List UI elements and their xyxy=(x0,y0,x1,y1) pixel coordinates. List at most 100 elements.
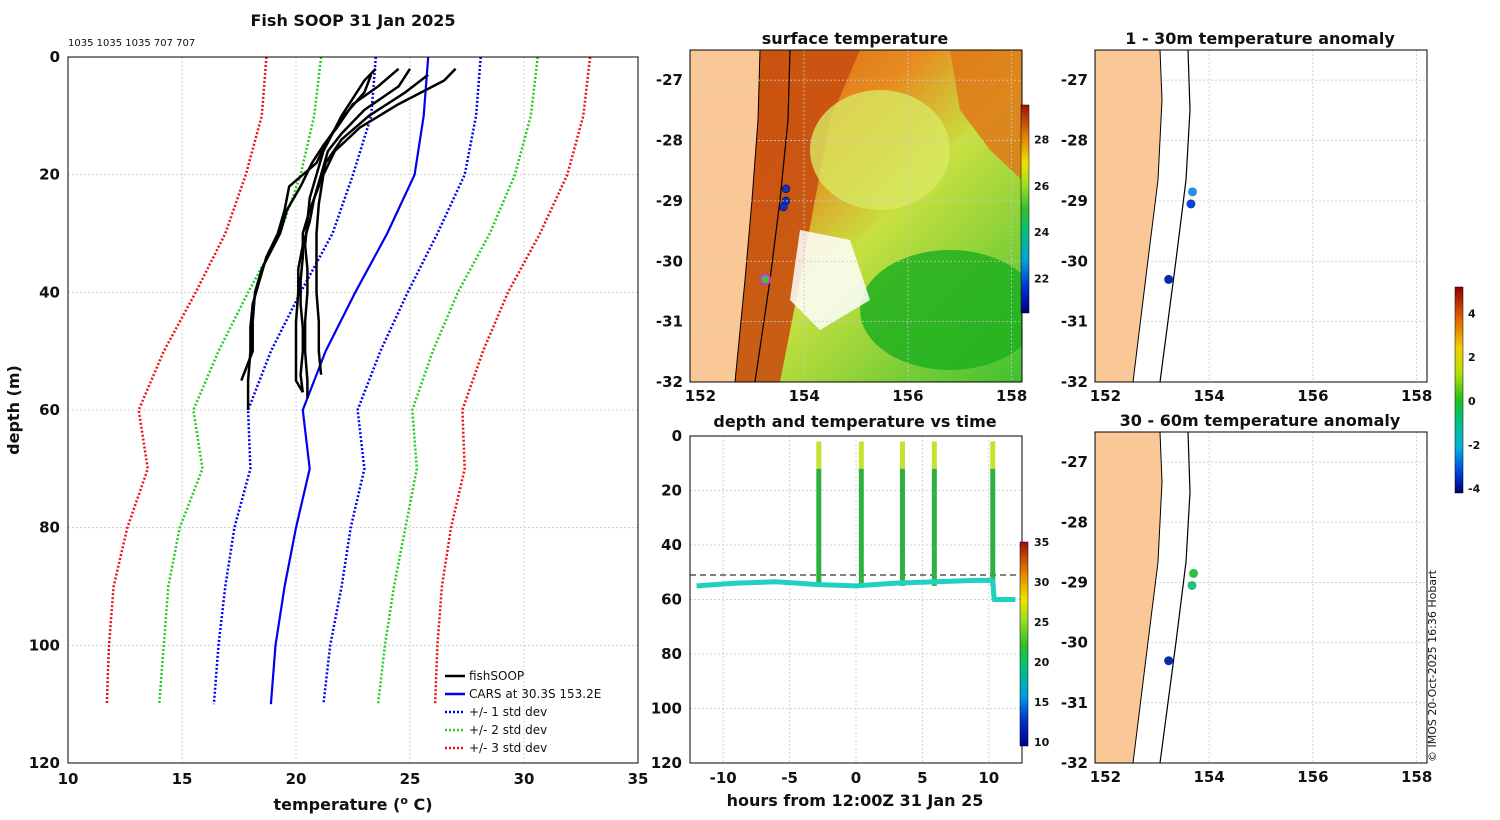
profile-sd2-hi-line xyxy=(376,57,539,705)
anom2-points xyxy=(1164,568,1199,666)
sst-cold-patch xyxy=(860,250,1022,370)
sst-title: surface temperature xyxy=(762,29,949,48)
sst-cb-tick: 28 xyxy=(1034,134,1049,147)
anom2-isobath xyxy=(1159,432,1191,763)
sst-x-tick: 158 xyxy=(996,387,1027,405)
sst-isobath xyxy=(754,50,791,382)
anom1-frame xyxy=(1094,49,1428,383)
anom1-y-ticks: -27 -28 -29 -30 -31 -32 xyxy=(1061,71,1088,391)
profile-x-tick: 25 xyxy=(400,770,421,788)
profile-sd2-lo-line xyxy=(157,57,323,705)
sst-colorbar-ticks: 22 24 26 28 xyxy=(1034,134,1050,286)
anom1-y-tick: -32 xyxy=(1061,373,1088,391)
anomaly-cb-tick: 4 xyxy=(1468,307,1476,320)
anom1-y-tick: -29 xyxy=(1061,192,1088,210)
sst-y-tick: -27 xyxy=(656,71,683,89)
depth-time-title: depth and temperature vs time xyxy=(713,412,996,431)
profile-cars-line xyxy=(269,57,430,705)
profile-y-tick: 80 xyxy=(39,519,60,537)
sst-grid xyxy=(690,50,1022,383)
depth-time-y-tick: 60 xyxy=(661,591,682,609)
depth-time-cb-tick: 15 xyxy=(1034,696,1049,709)
anom1-y-tick: -28 xyxy=(1061,132,1088,150)
depth-time-colorbar xyxy=(1019,541,1029,747)
anom2-title: 30 - 60m temperature anomaly xyxy=(1120,411,1401,430)
anom2-x-ticks: 152 154 156 158 xyxy=(1090,768,1433,786)
profile-fish-line xyxy=(294,68,412,393)
sst-x-tick: 154 xyxy=(788,387,819,405)
anom1-x-tick: 154 xyxy=(1193,387,1224,405)
anom1-point xyxy=(1164,274,1174,284)
anom2-y-tick: -30 xyxy=(1061,634,1088,652)
depth-time-colorbar-ticks: 10 15 20 25 30 35 xyxy=(1034,536,1050,749)
profile-legend: fishSOOP CARS at 30.3S 153.2E +/- 1 std … xyxy=(445,669,601,755)
anom2-y-ticks: -27 -28 -29 -30 -31 -32 xyxy=(1061,453,1088,772)
depth-time-marks xyxy=(690,441,1022,602)
legend-sd3: +/- 3 std dev xyxy=(469,741,547,755)
anom1-y-tick: -31 xyxy=(1061,313,1088,331)
profile-panel: Fish SOOP 31 Jan 2025 1035 1035 1035 707… xyxy=(4,11,648,814)
depth-time-y-tick: 40 xyxy=(661,536,682,554)
profile-x-tick: 20 xyxy=(286,770,307,788)
anomaly-cb-tick: -2 xyxy=(1468,439,1480,452)
anom2-y-tick: -31 xyxy=(1061,694,1088,712)
anom1-x-tick: 158 xyxy=(1401,387,1432,405)
anom2-point xyxy=(1189,568,1199,578)
depth-time-x-tick: 10 xyxy=(978,769,999,787)
profile-y-ticks: 0 20 40 60 80 100 120 xyxy=(29,48,60,772)
sst-ship-marker xyxy=(759,273,772,286)
profile-y-tick: 20 xyxy=(39,166,60,184)
anom1-x-tick: 152 xyxy=(1090,387,1121,405)
depth-time-x-ticks: -10 -5 0 5 10 xyxy=(710,769,1000,787)
profile-fish-line xyxy=(299,73,429,393)
anom1-title: 1 - 30m temperature anomaly xyxy=(1125,29,1395,48)
anom1-isobath xyxy=(1159,50,1191,382)
anom2-y-tick: -32 xyxy=(1061,754,1088,772)
depth-time-y-tick: 100 xyxy=(651,700,682,718)
profile-lines xyxy=(105,57,592,705)
anom2-y-tick: -28 xyxy=(1061,513,1088,531)
depth-time-panel: depth and temperature vs time -10 -5 0 5 10 … xyxy=(651,412,1050,810)
sst-warm-eddy xyxy=(950,50,1022,180)
profile-y-tick: 60 xyxy=(39,401,60,419)
anom2-frame xyxy=(1094,431,1428,764)
anom1-y-tick: -27 xyxy=(1061,71,1088,89)
anom1-point xyxy=(1186,199,1196,209)
anom1-point xyxy=(1188,187,1198,197)
anom2-x-tick: 158 xyxy=(1401,768,1432,786)
sst-cb-tick: 22 xyxy=(1034,272,1049,285)
sst-y-ticks: -27 -28 -29 -30 -31 -32 xyxy=(656,71,683,391)
profile-title: Fish SOOP 31 Jan 2025 xyxy=(251,11,456,30)
profile-grid xyxy=(67,56,639,764)
anom1-x-tick: 156 xyxy=(1297,387,1328,405)
anom2-x-tick: 154 xyxy=(1193,768,1224,786)
anom2-land xyxy=(1095,432,1162,763)
sst-y-tick: -32 xyxy=(656,373,683,391)
sst-station-dot xyxy=(781,184,791,194)
legend-sd1: +/- 1 std dev xyxy=(469,705,547,719)
anom1-map xyxy=(1095,50,1198,382)
profile-x-tick: 30 xyxy=(514,770,535,788)
profile-sd3-hi-line xyxy=(433,57,592,705)
legend-fish: fishSOOP xyxy=(469,669,524,683)
anomaly-cb-tick: -4 xyxy=(1468,483,1481,496)
sst-cool-core xyxy=(810,90,950,210)
anom2-x-tick: 152 xyxy=(1090,768,1121,786)
anom1-y-tick: -30 xyxy=(1061,252,1088,270)
legend-cars: CARS at 30.3S 153.2E xyxy=(469,687,601,701)
depth-time-cb-tick: 35 xyxy=(1034,536,1049,549)
anom2-point xyxy=(1164,656,1174,666)
anom1-panel: 1 - 30m temperature anomaly 152 154 156 158… xyxy=(1061,29,1432,405)
anomaly-cb-tick: 2 xyxy=(1468,351,1476,364)
depth-time-x-label: hours from 12:00Z 31 Jan 25 xyxy=(727,791,984,810)
depth-time-cb-tick: 25 xyxy=(1034,616,1049,629)
profile-x-ticks: 10 15 20 25 30 35 xyxy=(58,770,649,788)
sst-x-tick: 156 xyxy=(892,387,923,405)
profile-x-tick: 15 xyxy=(172,770,193,788)
depth-time-cb-tick: 10 xyxy=(1034,736,1050,749)
depth-time-y-tick: 0 xyxy=(672,427,682,445)
sst-field xyxy=(690,50,1022,382)
sst-cb-tick: 26 xyxy=(1034,180,1050,193)
profile-y-tick: 120 xyxy=(29,754,60,772)
anomaly-cb-tick: 0 xyxy=(1468,395,1476,408)
